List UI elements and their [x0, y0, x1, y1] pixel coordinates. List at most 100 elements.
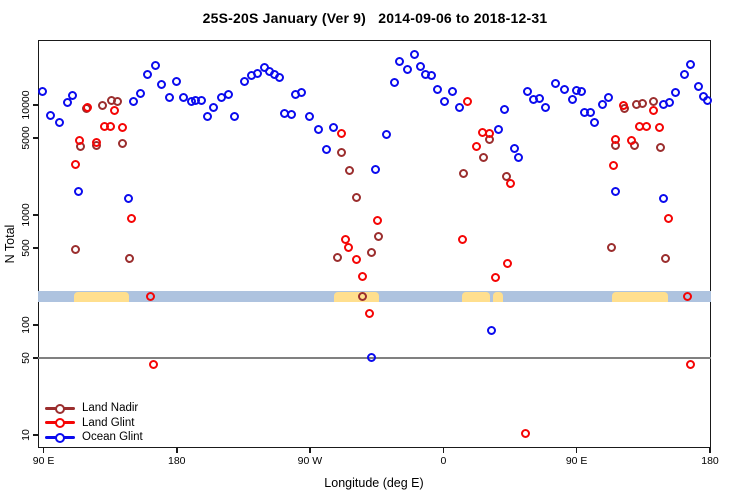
data-point-land-glint — [472, 142, 482, 152]
data-point-ocean-glint — [305, 112, 314, 122]
data-point-ocean-glint — [253, 68, 263, 78]
data-point-land-glint — [683, 292, 692, 302]
data-point-ocean-glint — [197, 95, 206, 105]
data-point-land-glint — [686, 359, 695, 369]
data-point-land-glint — [358, 272, 368, 282]
data-point-land-nadir — [117, 139, 127, 149]
data-point-ocean-glint — [38, 87, 47, 97]
data-point-ocean-glint — [703, 95, 713, 105]
x-tick — [42, 448, 45, 453]
data-point-ocean-glint — [216, 93, 226, 103]
data-point-ocean-glint — [203, 111, 212, 121]
data-point-land-glint — [608, 160, 618, 170]
y-tick-label: 500 — [20, 239, 32, 257]
data-point-ocean-glint — [487, 326, 497, 336]
legend: Land Nadir Land Glint Ocean Glint — [45, 401, 143, 445]
data-point-land-nadir — [113, 97, 122, 107]
data-point-ocean-glint — [567, 94, 577, 104]
legend-marker — [45, 417, 75, 429]
y-tick — [33, 214, 38, 216]
data-point-ocean-glint — [523, 87, 533, 97]
y-tick — [33, 137, 38, 139]
legend-marker — [45, 403, 75, 414]
y-tick-label: 10000 — [20, 90, 32, 120]
data-point-ocean-glint — [296, 87, 306, 97]
data-point-land-glint — [641, 121, 651, 131]
data-point-ocean-glint — [455, 102, 464, 112]
data-point-land-nadir — [656, 142, 665, 152]
y-tick-label: 10 — [20, 429, 32, 441]
legend-item-land_nadir: Land Nadir — [45, 401, 143, 416]
legend-item-label: Land Glint — [82, 416, 135, 429]
data-point-ocean-glint — [366, 352, 376, 362]
data-point-land-nadir — [638, 98, 647, 108]
data-point-ocean-glint — [585, 107, 595, 117]
data-point-ocean-glint — [680, 70, 689, 80]
data-point-ocean-glint — [410, 50, 419, 60]
data-point-land-nadir — [344, 166, 354, 176]
data-point-ocean-glint — [209, 103, 218, 113]
data-point-land-glint — [503, 258, 512, 268]
data-point-ocean-glint — [275, 73, 284, 83]
data-point-ocean-glint — [427, 71, 437, 81]
legend-item-label: Ocean Glint — [82, 431, 143, 444]
data-point-land-nadir — [336, 147, 346, 157]
data-point-ocean-glint — [239, 77, 249, 87]
data-point-ocean-glint — [693, 82, 703, 92]
data-point-land-glint — [618, 100, 628, 110]
data-point-ocean-glint — [541, 102, 551, 112]
data-point-land-glint — [458, 235, 467, 245]
data-point-ocean-glint — [500, 105, 509, 114]
land-segment — [611, 291, 669, 302]
y-tick-label: 50 — [20, 352, 32, 364]
legend-marker-circle-icon — [55, 418, 65, 429]
data-point-land-nadir — [98, 100, 107, 110]
data-point-land-glint — [149, 359, 158, 369]
data-point-ocean-glint — [395, 57, 404, 67]
data-point-ocean-glint — [551, 78, 560, 88]
data-point-ocean-glint — [46, 110, 56, 120]
data-point-ocean-glint — [534, 93, 544, 103]
data-point-land-glint — [74, 136, 84, 146]
data-point-ocean-glint — [686, 60, 695, 70]
data-point-ocean-glint — [433, 84, 443, 94]
x-tick — [575, 448, 578, 453]
data-point-land-nadir — [374, 231, 383, 241]
data-point-land-glint — [110, 105, 119, 115]
data-point-land-glint — [611, 135, 620, 145]
data-point-ocean-glint — [68, 91, 77, 101]
legend-marker — [45, 432, 75, 443]
legend-item-land_glint: Land Glint — [45, 416, 143, 431]
land-segment — [333, 291, 379, 302]
data-point-land-glint — [654, 122, 664, 132]
data-point-land-glint — [117, 123, 127, 133]
data-point-ocean-glint — [665, 97, 674, 107]
data-point-ocean-glint — [287, 110, 296, 120]
data-point-land-nadir — [501, 171, 511, 181]
data-point-ocean-glint — [597, 99, 607, 109]
land-segment — [74, 291, 130, 302]
y-tick — [33, 247, 38, 249]
data-point-ocean-glint — [513, 153, 523, 163]
x-tick-label: 0 — [440, 455, 447, 467]
x-tick-label: 180 — [701, 455, 719, 467]
data-point-ocean-glint — [171, 76, 181, 86]
data-point-land-glint — [485, 128, 494, 138]
data-point-ocean-glint — [128, 97, 138, 107]
data-point-land-glint — [365, 308, 374, 318]
y-tick — [33, 104, 38, 106]
data-point-land-glint — [663, 213, 673, 223]
data-point-land-nadir — [351, 193, 361, 203]
chart-title: 25S-20S January (Ver 9) 2014-09-06 to 20… — [202, 10, 548, 26]
y-tick-label: 100 — [20, 316, 32, 334]
data-point-ocean-glint — [611, 186, 620, 196]
x-tick-label: 90 E — [565, 455, 588, 467]
land-segment — [493, 291, 503, 302]
data-point-ocean-glint — [74, 186, 83, 196]
data-point-ocean-glint — [440, 97, 449, 107]
data-point-land-glint — [648, 106, 658, 116]
data-point-land-nadir — [71, 244, 80, 254]
data-point-land-nadir — [648, 96, 658, 106]
data-point-ocean-glint — [659, 194, 668, 204]
data-point-ocean-glint — [314, 124, 323, 134]
